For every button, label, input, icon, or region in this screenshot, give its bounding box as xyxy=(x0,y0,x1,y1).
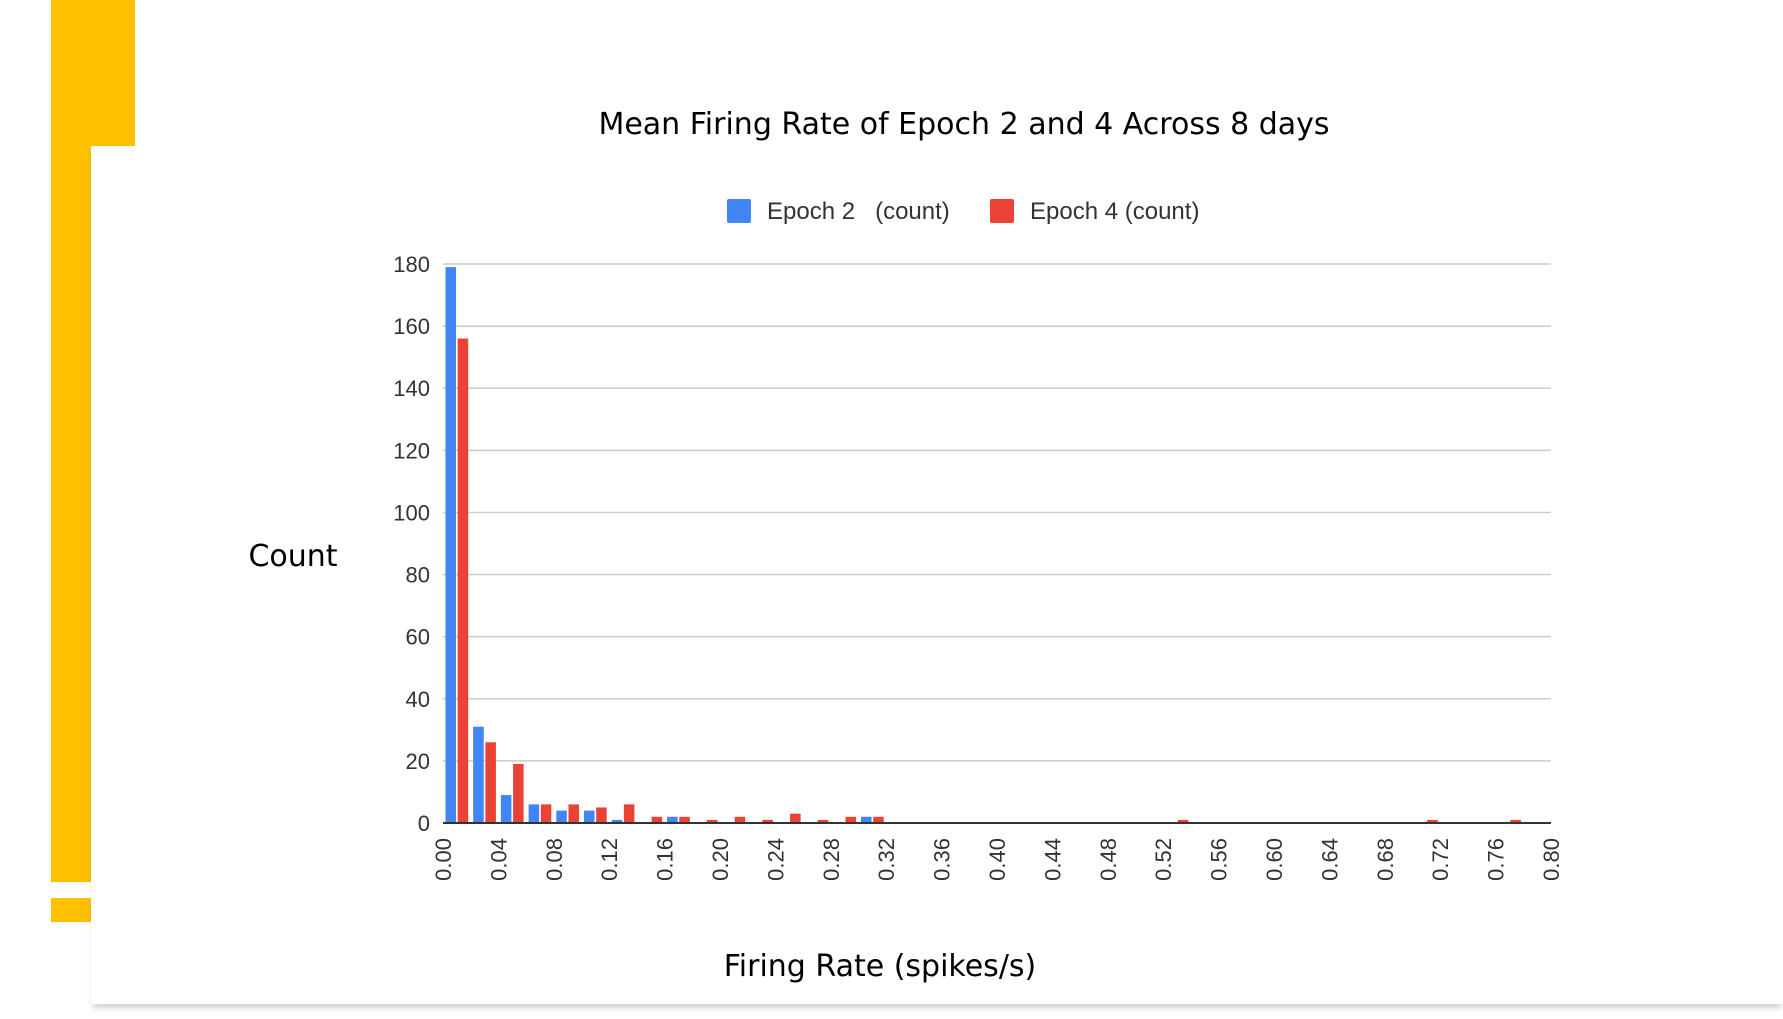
bar-epoch-4 xyxy=(540,804,552,823)
x-tick-label: 0.00 xyxy=(431,838,456,881)
x-tick-label: 0.32 xyxy=(874,838,899,881)
y-tick-label: 180 xyxy=(393,252,430,277)
x-tick-label: 0.64 xyxy=(1317,838,1342,881)
bar-epoch-4 xyxy=(596,807,607,823)
x-axis-ticks: 0.00 0.04 0.08 0.12 0.16 0.20 0.24 0.28 0.32 0.36… xyxy=(431,838,1564,881)
legend: Epoch 2 (count) Epoch 4 (count) xyxy=(727,198,1199,225)
x-tick-label: 0.40 xyxy=(985,838,1010,881)
chart-title: Mean Firing Rate of Epoch 2 and 4 Across… xyxy=(598,107,1329,142)
legend-label-epoch-2: Epoch 2 (count) xyxy=(767,198,950,225)
bar-epoch-2 xyxy=(860,816,872,823)
x-tick-label: 0.52 xyxy=(1151,838,1176,881)
y-tick-label: 40 xyxy=(406,687,430,712)
bar-epoch-4 xyxy=(790,813,801,823)
bars xyxy=(445,267,1521,823)
x-tick-label: 0.24 xyxy=(763,838,788,881)
bar-epoch-4 xyxy=(568,804,580,823)
y-tick-label: 60 xyxy=(406,625,430,650)
x-tick-label: 0.28 xyxy=(819,838,844,881)
x-tick-label: 0.68 xyxy=(1373,838,1398,881)
y-tick-label: 160 xyxy=(393,314,430,339)
bar-epoch-4 xyxy=(873,816,884,823)
y-tick-label: 80 xyxy=(406,563,430,588)
bar-epoch-4 xyxy=(734,816,746,823)
bar-epoch-4 xyxy=(651,816,663,823)
x-tick-label: 0.76 xyxy=(1484,838,1509,881)
bar-epoch-4 xyxy=(457,338,469,823)
y-tick-label: 120 xyxy=(393,438,430,463)
bar-epoch-4 xyxy=(679,816,690,823)
accent-bar-left xyxy=(51,0,91,882)
x-tick-label: 0.44 xyxy=(1040,838,1065,881)
bar-epoch-2 xyxy=(611,819,623,823)
legend-swatch-epoch-4 xyxy=(990,199,1014,223)
bar-epoch-2 xyxy=(473,726,484,823)
x-tick-label: 0.12 xyxy=(597,838,622,881)
accent-strip-bottom xyxy=(51,898,91,922)
bar-epoch-4 xyxy=(1510,819,1521,823)
bar-epoch-4 xyxy=(762,819,773,823)
x-tick-label: 0.72 xyxy=(1428,838,1453,881)
x-tick-label: 0.60 xyxy=(1262,838,1287,881)
legend-label-epoch-4: Epoch 4 (count) xyxy=(1030,198,1199,225)
y-axis-ticks: 0 20 40 60 80 100 120 140 160 180 xyxy=(393,252,430,836)
bar-epoch-2 xyxy=(556,810,567,823)
legend-swatch-epoch-2 xyxy=(727,199,751,223)
bar-epoch-4 xyxy=(1177,819,1189,823)
x-axis-title: Firing Rate (spikes/s) xyxy=(724,949,1037,984)
bar-epoch-4 xyxy=(845,816,857,823)
bar-epoch-4 xyxy=(817,819,829,823)
x-tick-label: 0.04 xyxy=(486,838,511,881)
x-tick-label: 0.20 xyxy=(708,838,733,881)
x-tick-label: 0.36 xyxy=(930,838,955,881)
bar-epoch-4 xyxy=(513,763,524,823)
y-tick-label: 100 xyxy=(393,500,430,525)
bar-epoch-2 xyxy=(500,795,512,823)
y-axis-title: Count xyxy=(248,539,337,574)
y-tick-label: 20 xyxy=(406,749,430,774)
x-tick-label: 0.56 xyxy=(1207,838,1232,881)
x-tick-label: 0.16 xyxy=(653,838,678,881)
bar-epoch-4 xyxy=(706,819,718,823)
bar-epoch-4 xyxy=(485,742,496,823)
y-tick-label: 0 xyxy=(418,811,430,836)
bar-epoch-2 xyxy=(667,816,678,823)
bar-epoch-2 xyxy=(445,267,457,823)
bar-epoch-4 xyxy=(623,804,635,823)
x-tick-label: 0.08 xyxy=(542,838,567,881)
gridlines xyxy=(443,263,1551,762)
x-tick-label: 0.48 xyxy=(1096,838,1121,881)
bar-epoch-2 xyxy=(583,810,595,823)
bar-epoch-4 xyxy=(1427,819,1438,823)
x-tick-label: 0.80 xyxy=(1539,838,1564,881)
y-tick-label: 140 xyxy=(393,376,430,401)
bar-epoch-2 xyxy=(528,804,540,823)
